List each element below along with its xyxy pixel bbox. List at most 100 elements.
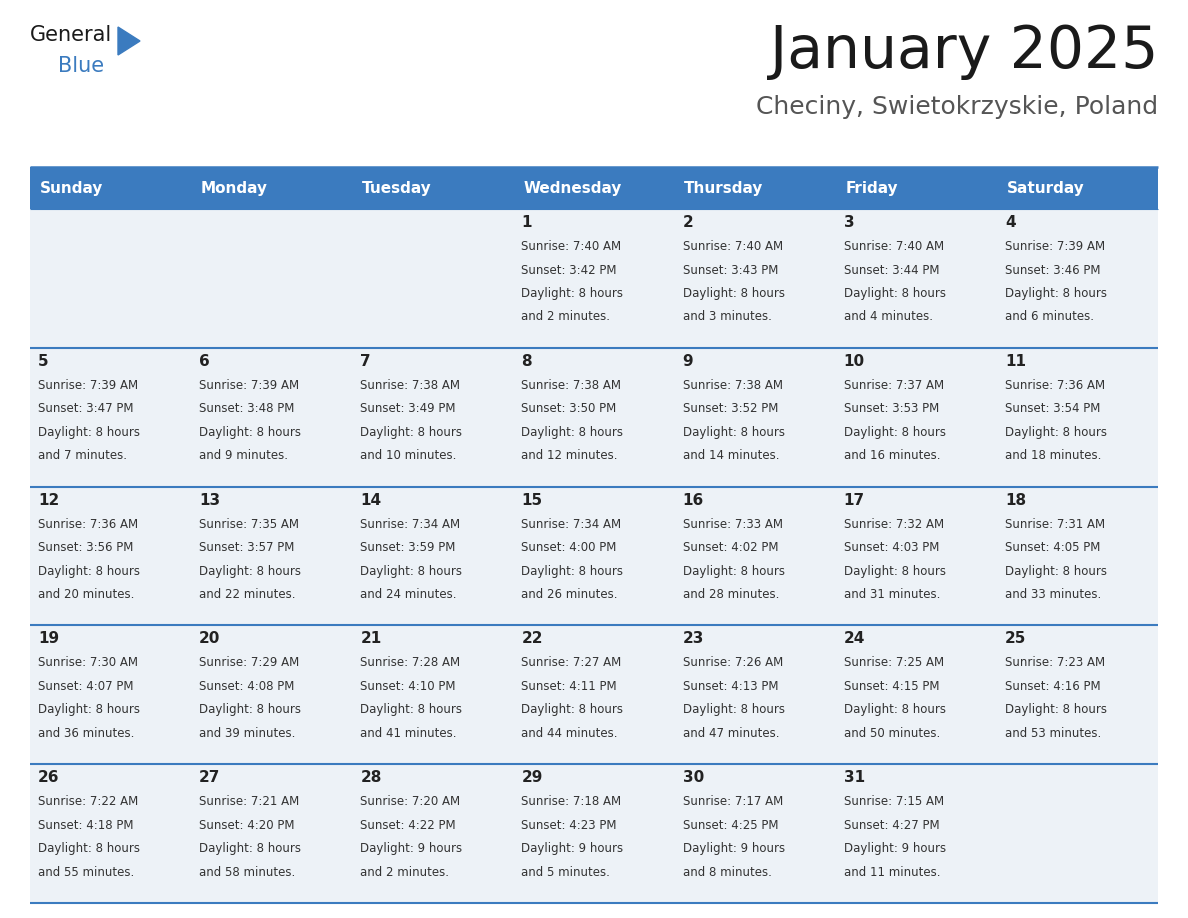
Text: and 9 minutes.: and 9 minutes. [200,449,289,463]
Text: and 6 minutes.: and 6 minutes. [1005,310,1094,323]
Text: Sunrise: 7:34 AM: Sunrise: 7:34 AM [360,518,461,531]
Text: 4: 4 [1005,215,1016,230]
Text: and 2 minutes.: and 2 minutes. [360,866,449,879]
Text: Sunrise: 7:20 AM: Sunrise: 7:20 AM [360,795,461,808]
Text: 28: 28 [360,770,381,785]
Text: Daylight: 8 hours: Daylight: 8 hours [522,703,624,716]
Text: 15: 15 [522,493,543,508]
Text: Daylight: 8 hours: Daylight: 8 hours [1005,287,1107,300]
Text: 27: 27 [200,770,221,785]
Text: Sunset: 3:49 PM: Sunset: 3:49 PM [360,402,456,415]
Text: 29: 29 [522,770,543,785]
Text: Sunrise: 7:39 AM: Sunrise: 7:39 AM [38,379,138,392]
Text: Saturday: Saturday [1006,181,1085,196]
Text: Sunday: Sunday [39,181,103,196]
Text: Sunrise: 7:27 AM: Sunrise: 7:27 AM [522,656,621,669]
Text: Daylight: 8 hours: Daylight: 8 hours [38,842,140,856]
Text: Friday: Friday [846,181,898,196]
Bar [30,764,191,903]
Text: Sunset: 3:56 PM: Sunset: 3:56 PM [38,541,133,554]
Text: Sunrise: 7:40 AM: Sunrise: 7:40 AM [522,240,621,253]
Bar [997,348,1158,487]
Text: Thursday: Thursday [684,181,764,196]
Bar [353,348,513,487]
Bar [353,625,513,764]
Bar [191,764,353,903]
Text: Sunset: 3:43 PM: Sunset: 3:43 PM [683,263,778,276]
Text: Sunset: 3:44 PM: Sunset: 3:44 PM [843,263,940,276]
Text: 3: 3 [843,215,854,230]
Text: and 16 minutes.: and 16 minutes. [843,449,940,463]
Text: and 14 minutes.: and 14 minutes. [683,449,779,463]
Text: 2: 2 [683,215,694,230]
Text: Sunrise: 7:25 AM: Sunrise: 7:25 AM [843,656,944,669]
Text: Sunrise: 7:29 AM: Sunrise: 7:29 AM [200,656,299,669]
Bar [191,487,353,625]
Bar [835,764,997,903]
Text: Daylight: 9 hours: Daylight: 9 hours [843,842,946,856]
Text: 7: 7 [360,353,371,369]
Text: Sunset: 3:50 PM: Sunset: 3:50 PM [522,402,617,415]
Bar [835,167,997,209]
Text: Sunrise: 7:28 AM: Sunrise: 7:28 AM [360,656,461,669]
Text: Sunset: 4:15 PM: Sunset: 4:15 PM [843,680,940,693]
Text: 19: 19 [38,632,59,646]
Text: 23: 23 [683,632,704,646]
Text: Daylight: 8 hours: Daylight: 8 hours [683,287,784,300]
Text: Sunrise: 7:17 AM: Sunrise: 7:17 AM [683,795,783,808]
Text: 9: 9 [683,353,694,369]
Text: 21: 21 [360,632,381,646]
Text: Daylight: 8 hours: Daylight: 8 hours [38,565,140,577]
Bar [513,487,675,625]
Text: and 47 minutes.: and 47 minutes. [683,727,779,740]
Text: Sunset: 3:59 PM: Sunset: 3:59 PM [360,541,456,554]
Text: Tuesday: Tuesday [362,181,431,196]
Bar [997,625,1158,764]
Bar [675,167,835,209]
Text: and 8 minutes.: and 8 minutes. [683,866,771,879]
Text: and 31 minutes.: and 31 minutes. [843,588,940,601]
Bar [191,209,353,348]
Text: and 33 minutes.: and 33 minutes. [1005,588,1101,601]
Bar [191,167,353,209]
Text: 25: 25 [1005,632,1026,646]
Text: 11: 11 [1005,353,1026,369]
Text: Daylight: 8 hours: Daylight: 8 hours [360,426,462,439]
Text: Daylight: 8 hours: Daylight: 8 hours [200,842,302,856]
Text: and 7 minutes.: and 7 minutes. [38,449,127,463]
Text: Daylight: 8 hours: Daylight: 8 hours [1005,426,1107,439]
Bar [513,209,675,348]
Text: 18: 18 [1005,493,1026,508]
Text: Sunrise: 7:35 AM: Sunrise: 7:35 AM [200,518,299,531]
Text: Sunset: 4:23 PM: Sunset: 4:23 PM [522,819,617,832]
Bar [30,348,191,487]
Bar [353,764,513,903]
Text: Sunset: 4:07 PM: Sunset: 4:07 PM [38,680,133,693]
Text: Sunrise: 7:40 AM: Sunrise: 7:40 AM [683,240,783,253]
Text: Monday: Monday [201,181,267,196]
Bar [30,167,191,209]
Text: and 12 minutes.: and 12 minutes. [522,449,618,463]
Text: and 26 minutes.: and 26 minutes. [522,588,618,601]
Text: 1: 1 [522,215,532,230]
Text: Sunrise: 7:32 AM: Sunrise: 7:32 AM [843,518,944,531]
Text: Daylight: 8 hours: Daylight: 8 hours [843,426,946,439]
Text: and 28 minutes.: and 28 minutes. [683,588,779,601]
Text: Wednesday: Wednesday [523,181,621,196]
Text: 16: 16 [683,493,703,508]
Bar [513,625,675,764]
Polygon shape [118,27,140,55]
Text: Daylight: 8 hours: Daylight: 8 hours [1005,565,1107,577]
Text: Checiny, Swietokrzyskie, Poland: Checiny, Swietokrzyskie, Poland [756,95,1158,119]
Text: Sunrise: 7:37 AM: Sunrise: 7:37 AM [843,379,944,392]
Text: and 58 minutes.: and 58 minutes. [200,866,296,879]
Text: and 50 minutes.: and 50 minutes. [843,727,940,740]
Text: Sunrise: 7:36 AM: Sunrise: 7:36 AM [1005,379,1105,392]
Text: Sunset: 3:47 PM: Sunset: 3:47 PM [38,402,133,415]
Text: Daylight: 8 hours: Daylight: 8 hours [522,287,624,300]
Text: Sunset: 4:10 PM: Sunset: 4:10 PM [360,680,456,693]
Text: Sunrise: 7:39 AM: Sunrise: 7:39 AM [1005,240,1105,253]
Text: Daylight: 8 hours: Daylight: 8 hours [843,287,946,300]
Text: and 39 minutes.: and 39 minutes. [200,727,296,740]
Text: Sunrise: 7:38 AM: Sunrise: 7:38 AM [360,379,460,392]
